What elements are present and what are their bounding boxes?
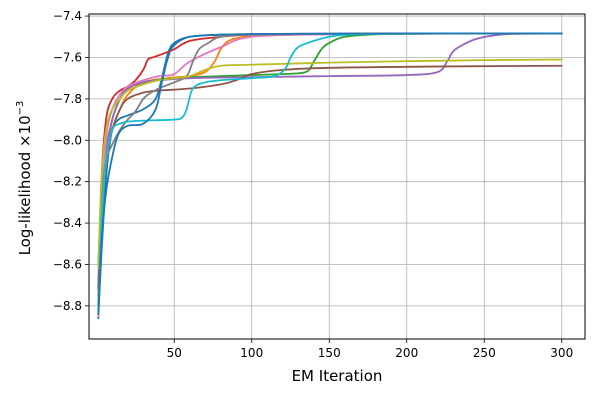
x-axis: 50 100 150 200 250 300 [167, 339, 573, 360]
axes-frame [88, 13, 586, 340]
y-tick-label: −8.6 [53, 257, 82, 271]
y-tick-label: −8.0 [53, 133, 82, 147]
y-axis: −8.8 −8.6 −8.4 −8.2 −8.0 −7.8 −7.6 −7.4 [53, 9, 89, 313]
x-tick-label: 50 [167, 346, 182, 360]
y-tick-label: −7.8 [53, 92, 82, 106]
series-line-11 [97, 32, 563, 316]
y-axis-label: Log-likelihood ×10−3 [15, 101, 34, 256]
y-tick-label: −8.8 [53, 299, 82, 313]
y-axis-label-exponent: −3 [15, 101, 26, 116]
x-tick-label: 300 [550, 346, 573, 360]
x-tick-label: 150 [318, 346, 341, 360]
plot-area [97, 32, 563, 320]
series-line-10 [97, 32, 563, 316]
y-tick-label: −8.4 [53, 216, 82, 230]
y-tick-label: −7.4 [53, 9, 82, 23]
series-line-5 [97, 32, 563, 266]
x-tick-label: 200 [395, 346, 418, 360]
y-tick-label: −7.6 [53, 50, 82, 64]
series-line-9 [97, 58, 563, 270]
x-tick-label: 250 [473, 346, 496, 360]
y-axis-label-text: Log-likelihood ×10 [16, 115, 34, 255]
y-tick-label: −8.2 [53, 175, 82, 189]
x-axis-label: EM Iteration [292, 367, 383, 385]
x-tick-label: 100 [240, 346, 263, 360]
